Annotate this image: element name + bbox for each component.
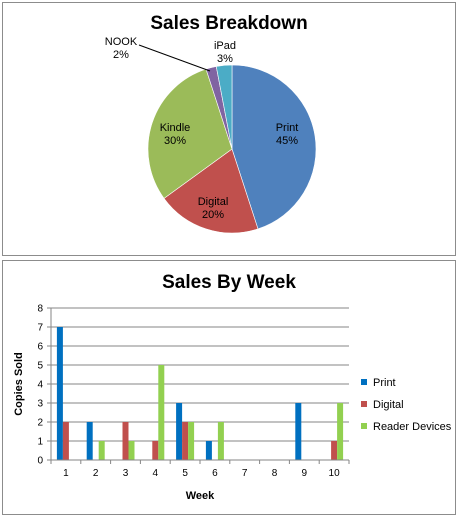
pie-value-ipad: 3% — [217, 53, 233, 65]
bar-reader-devices-week-3 — [128, 441, 135, 460]
legend-swatch-print — [361, 379, 367, 385]
y-tick-label: 7 — [37, 323, 43, 334]
bar-chart: Sales By Week 0 1 2 3 4 5 6 7 8 1 2 3 4 5 6 7 8 9 10 Week Cop… — [13, 272, 452, 502]
pie-slice-kindle — [147, 68, 233, 199]
bar-title: Sales By Week — [162, 272, 296, 293]
pie-slice-digital — [163, 148, 259, 234]
pie-leader-line-nook — [138, 44, 211, 72]
bar-print-week-1 — [56, 327, 63, 460]
y-tick-label: 8 — [37, 304, 43, 315]
pie-label-kindle: Kindle — [160, 122, 191, 134]
x-axis-title: Week — [186, 490, 215, 502]
bar-print-week-9 — [295, 403, 302, 460]
x-tick-label: 4 — [153, 468, 159, 479]
y-tick-label: 1 — [37, 437, 43, 448]
x-tick-label: 3 — [123, 468, 129, 479]
bar-reader-devices-week-4 — [158, 365, 165, 460]
bar-chart-panel: Sales By Week 0 1 2 3 4 5 6 7 8 1 2 3 4 5 6 7 8 9 10 Week Cop… — [2, 260, 456, 515]
pie-title: Sales Breakdown — [150, 13, 307, 34]
x-tick-label: 5 — [182, 468, 188, 479]
legend-label-reader-devices: Reader Devices — [373, 421, 452, 433]
bar-digital-week-3 — [122, 422, 129, 460]
bar-digital-week-4 — [152, 441, 159, 460]
pie-value-nook: 2% — [113, 49, 129, 61]
pie-label-digital: Digital — [198, 196, 229, 208]
x-tick-label: 2 — [93, 468, 99, 479]
bar-print-week-6 — [205, 441, 212, 460]
bar-digital-week-5 — [182, 422, 189, 460]
pie-slice-ipad — [215, 64, 233, 150]
pie-label-nook: NOOK — [105, 36, 138, 48]
pie-label-print: Print — [276, 122, 299, 134]
x-tick-label: 6 — [212, 468, 218, 479]
bar-print-week-2 — [86, 422, 93, 460]
bar-reader-devices-week-6 — [217, 422, 224, 460]
legend-label-digital: Digital — [373, 399, 404, 411]
y-tick-label: 5 — [37, 361, 43, 372]
legend-label-print: Print — [373, 377, 396, 389]
pie-chart: Sales BreakdownPrint45%Digital20%Kindle3… — [105, 13, 317, 234]
legend-swatch-reader-devices — [361, 423, 367, 429]
pie-slice-print — [231, 64, 317, 230]
bar-digital-week-1 — [62, 422, 69, 460]
pie-value-kindle: 30% — [164, 135, 186, 147]
x-tick-label: 10 — [329, 468, 341, 479]
y-tick-label: 4 — [37, 380, 43, 391]
x-tick-label: 9 — [302, 468, 308, 479]
x-tick-label: 7 — [242, 468, 248, 479]
pie-chart-panel: Sales Breakdown Print 45% Digital 20% Kindle 3… — [2, 2, 456, 256]
y-tick-label: 0 — [37, 456, 43, 467]
pie-value-print: 45% — [276, 135, 298, 147]
y-tick-label: 3 — [37, 399, 43, 410]
bar-print-week-5 — [176, 403, 183, 460]
pie-value-digital: 20% — [202, 209, 224, 221]
bar-digital-week-10 — [331, 441, 338, 460]
legend-swatch-digital — [361, 401, 367, 407]
bar-reader-devices-week-10 — [337, 403, 344, 460]
x-tick-label: 1 — [63, 468, 69, 479]
y-axis-title: Copies Sold — [13, 352, 25, 416]
y-tick-label: 2 — [37, 418, 43, 429]
x-tick-label: 8 — [272, 468, 278, 479]
pie-label-ipad: iPad — [214, 40, 236, 52]
bar-reader-devices-week-5 — [188, 422, 195, 460]
bar-reader-devices-week-2 — [98, 441, 105, 460]
y-tick-label: 6 — [37, 342, 43, 353]
